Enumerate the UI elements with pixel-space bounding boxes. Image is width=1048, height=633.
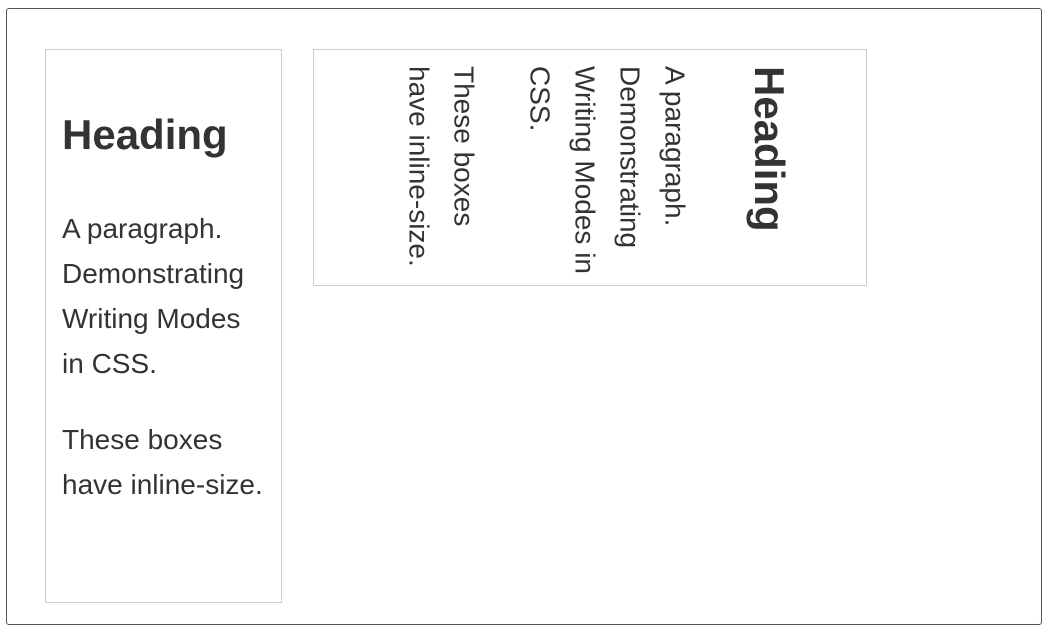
box-heading: Heading xyxy=(746,66,793,232)
horizontal-writing-box: Heading A paragraph. Demonstrating Writi… xyxy=(45,49,282,603)
vertical-writing-box: Heading A paragraph. Demonstrating Writi… xyxy=(313,49,867,286)
box-heading: Heading xyxy=(62,111,228,158)
demo-frame: Heading A paragraph. Demonstrating Writi… xyxy=(6,8,1042,625)
box-paragraph-1: A paragraph. Demonstrating Writing Modes… xyxy=(524,66,691,275)
box-paragraph-1: A paragraph. Demonstrating Writing Modes… xyxy=(62,213,245,380)
box-paragraph-2: These boxes have inline-size. xyxy=(62,424,263,501)
box-paragraph-2: These boxes have inline-size. xyxy=(403,66,480,267)
